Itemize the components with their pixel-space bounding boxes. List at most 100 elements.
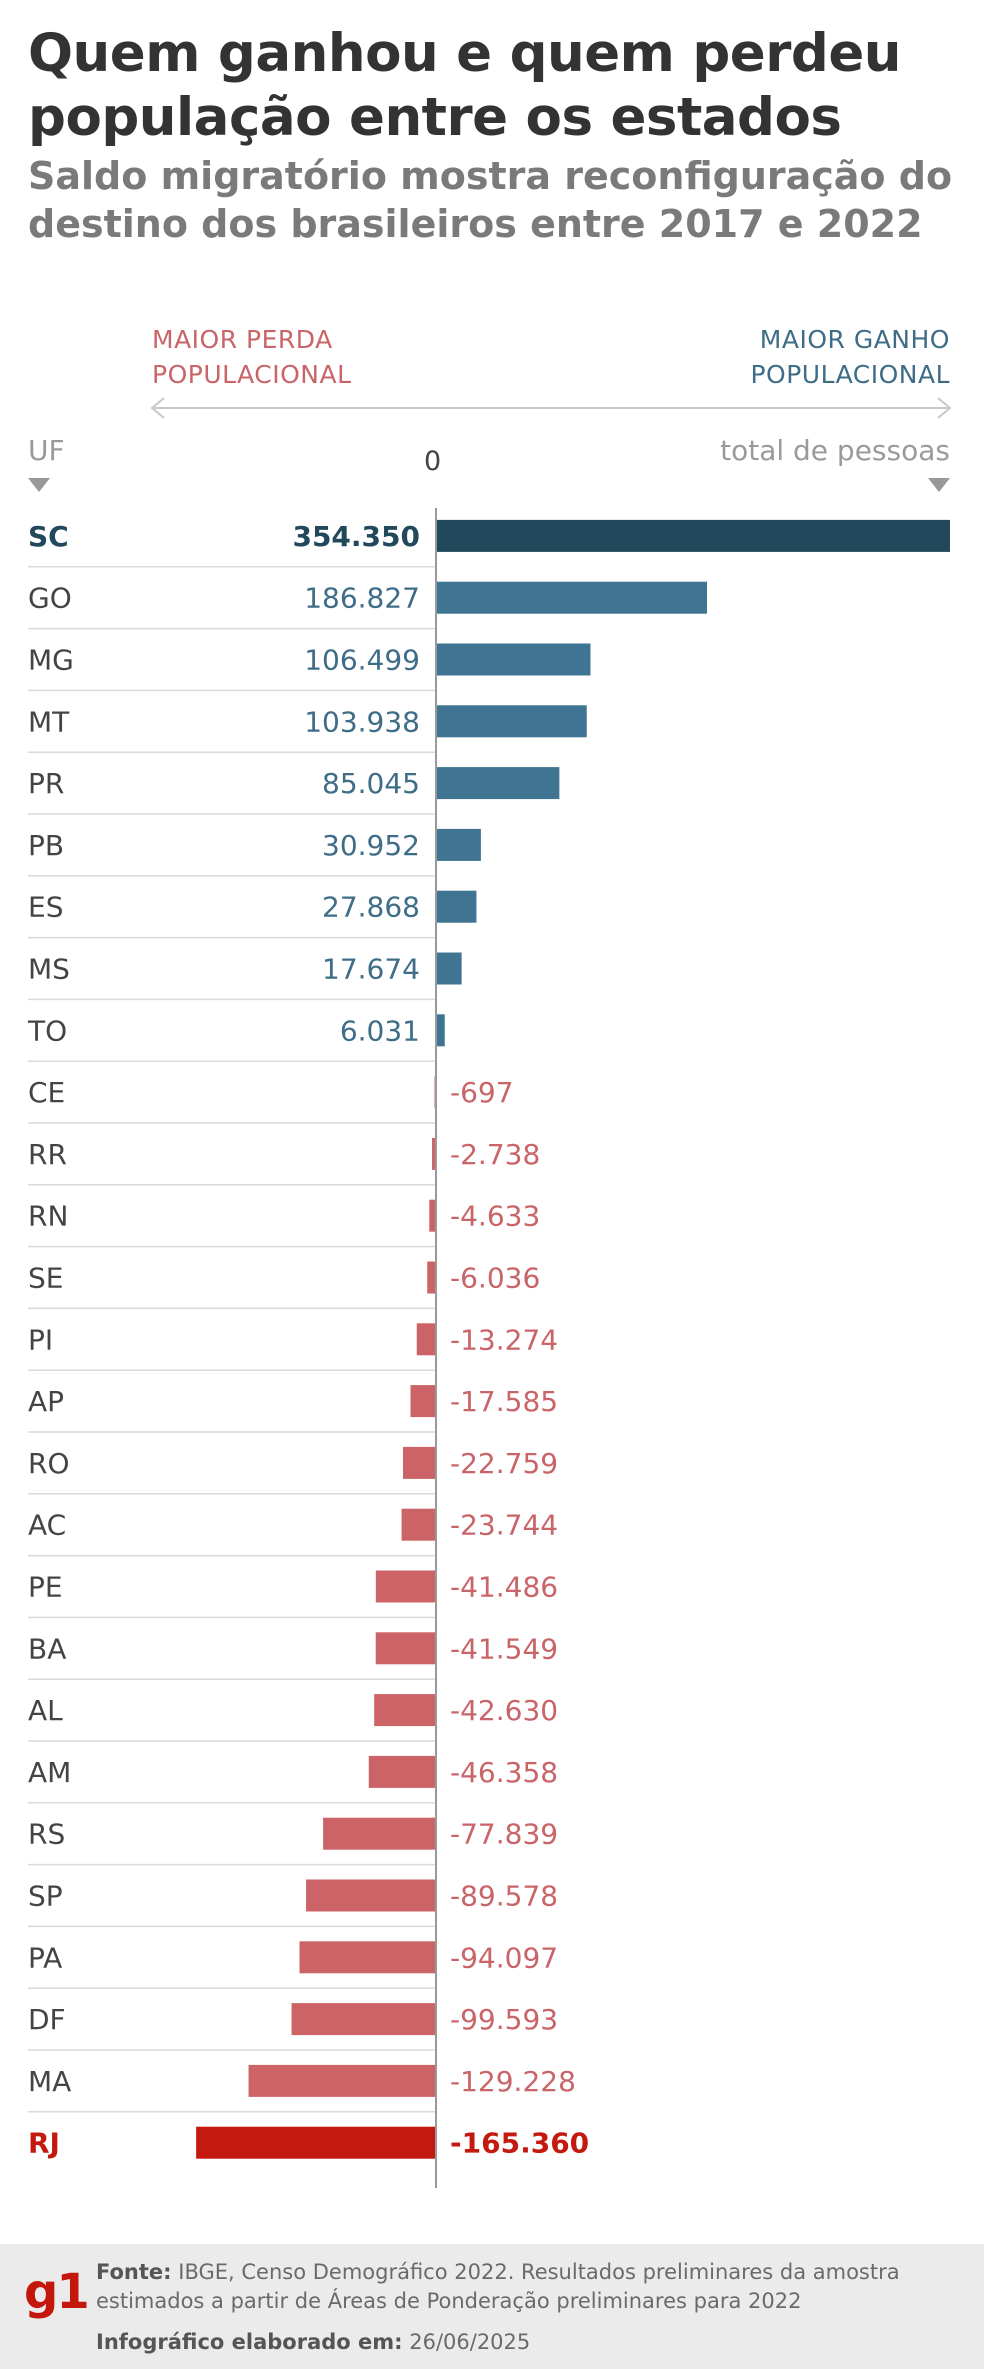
bar-pi bbox=[416, 1323, 436, 1356]
bar-sp bbox=[306, 1879, 436, 1912]
bar-mg bbox=[436, 643, 591, 676]
uf-label-rn: RN bbox=[28, 1200, 68, 1233]
uf-label-mt: MT bbox=[28, 705, 70, 738]
uf-label-es: ES bbox=[28, 891, 63, 924]
direction-arrow bbox=[150, 397, 952, 419]
bar-am bbox=[368, 1755, 436, 1788]
bar-rs bbox=[323, 1817, 436, 1850]
bar-ma bbox=[248, 2064, 436, 2097]
uf-label-ce: CE bbox=[28, 1076, 65, 1109]
footer: g1 Fonte: IBGE, Censo Demográfico 2022. … bbox=[0, 2244, 984, 2369]
uf-label-se: SE bbox=[28, 1262, 63, 1295]
bar-al bbox=[374, 1694, 436, 1727]
value-label-ro: -22.759 bbox=[450, 1447, 558, 1480]
uf-label-ms: MS bbox=[28, 953, 70, 986]
value-label-mt: 103.938 bbox=[304, 705, 420, 738]
value-label-al: -42.630 bbox=[450, 1694, 558, 1727]
made-date: 26/06/2025 bbox=[409, 2330, 531, 2354]
uf-down-triangle-icon bbox=[28, 478, 50, 492]
made-label: Infográfico elaborado em: bbox=[96, 2330, 403, 2354]
bar-sc bbox=[436, 519, 950, 552]
value-label-pb: 30.952 bbox=[322, 829, 420, 862]
value-label-es: 27.868 bbox=[322, 891, 420, 924]
direction-loss-line1: MAIOR PERDA bbox=[152, 325, 333, 354]
bar-pr bbox=[436, 767, 560, 800]
direction-gain-label: MAIOR GANHO POPULACIONAL bbox=[750, 322, 950, 392]
total-down-triangle-icon bbox=[928, 478, 950, 492]
bar-ms bbox=[436, 952, 462, 985]
value-label-go: 186.827 bbox=[304, 582, 420, 615]
value-label-df: -99.593 bbox=[450, 2003, 558, 2036]
bar-se bbox=[427, 1261, 436, 1294]
bar-rj bbox=[196, 2126, 436, 2159]
uf-label-ba: BA bbox=[28, 1632, 66, 1665]
uf-label-pi: PI bbox=[28, 1323, 53, 1356]
value-label-sp: -89.578 bbox=[450, 1880, 558, 1913]
uf-label-ro: RO bbox=[28, 1447, 70, 1480]
uf-label-pr: PR bbox=[28, 767, 64, 800]
direction-gain-line1: MAIOR GANHO bbox=[759, 325, 950, 354]
value-label-to: 6.031 bbox=[340, 1014, 420, 1047]
source-text: IBGE, Censo Demográfico 2022. Resultados… bbox=[96, 2260, 900, 2313]
uf-label-pe: PE bbox=[28, 1571, 63, 1604]
bar-rr bbox=[432, 1137, 436, 1170]
uf-label-al: AL bbox=[28, 1694, 63, 1727]
uf-label-am: AM bbox=[28, 1756, 71, 1789]
direction-loss-line2: POPULACIONAL bbox=[152, 360, 352, 389]
bar-pe bbox=[375, 1570, 436, 1603]
uf-label-rr: RR bbox=[28, 1138, 67, 1171]
value-label-pr: 85.045 bbox=[322, 767, 420, 800]
bar-chart: SC 354.350 GO 186.827 MG 106.499 MT 103.938 PR 85… bbox=[27, 397, 952, 2188]
uf-label-ap: AP bbox=[28, 1385, 64, 1418]
bar-ap bbox=[410, 1385, 436, 1418]
value-label-ac: -23.744 bbox=[450, 1509, 558, 1542]
value-label-ms: 17.674 bbox=[322, 953, 420, 986]
bar-pa bbox=[299, 1941, 436, 1974]
value-label-pe: -41.486 bbox=[450, 1571, 558, 1604]
bar-ro bbox=[402, 1446, 436, 1479]
uf-label-go: GO bbox=[28, 582, 72, 615]
bar-to bbox=[436, 1014, 445, 1047]
uf-label-df: DF bbox=[28, 2003, 66, 2036]
chart-title: Quem ganhou e quem perdeu população entr… bbox=[28, 23, 902, 148]
uf-label-ac: AC bbox=[28, 1509, 66, 1542]
value-label-rn: -4.633 bbox=[450, 1200, 540, 1233]
uf-label-sc: SC bbox=[28, 520, 69, 553]
bar-ac bbox=[401, 1508, 436, 1541]
uf-label-to: TO bbox=[27, 1014, 67, 1047]
bar-ba bbox=[375, 1632, 436, 1665]
uf-label-ma: MA bbox=[28, 2065, 71, 2098]
uf-label-rj: RJ bbox=[28, 2127, 60, 2160]
value-label-rr: -2.738 bbox=[450, 1138, 540, 1171]
direction-gain-line2: POPULACIONAL bbox=[750, 360, 950, 389]
uf-column-header: UF bbox=[28, 434, 65, 467]
source-note: Fonte: IBGE, Censo Demográfico 2022. Res… bbox=[96, 2258, 956, 2316]
total-column-header: total de pessoas bbox=[720, 434, 950, 467]
zero-axis-label: 0 bbox=[424, 446, 442, 477]
made-note: Infográfico elaborado em: 26/06/2025 bbox=[96, 2328, 530, 2357]
value-label-pi: -13.274 bbox=[450, 1323, 558, 1356]
value-label-ba: -41.549 bbox=[450, 1632, 558, 1665]
value-label-ce: -697 bbox=[450, 1076, 514, 1109]
bar-es bbox=[436, 890, 477, 923]
bar-df bbox=[291, 2003, 436, 2036]
source-label: Fonte: bbox=[96, 2260, 172, 2284]
value-label-am: -46.358 bbox=[450, 1756, 558, 1789]
value-label-pa: -94.097 bbox=[450, 1941, 558, 1974]
bar-rn bbox=[429, 1199, 436, 1232]
uf-label-sp: SP bbox=[28, 1880, 63, 1913]
chart-subtitle: Saldo migratório mostra reconfiguração d… bbox=[28, 154, 953, 246]
uf-label-rs: RS bbox=[28, 1818, 65, 1851]
value-label-ma: -129.228 bbox=[450, 2065, 576, 2098]
value-label-rj: -165.360 bbox=[450, 2127, 589, 2160]
bar-mt bbox=[436, 705, 587, 738]
value-label-se: -6.036 bbox=[450, 1262, 540, 1295]
bar-go bbox=[436, 581, 708, 614]
uf-label-pa: PA bbox=[28, 1941, 62, 1974]
value-label-sc: 354.350 bbox=[292, 520, 420, 553]
g1-logo: g1 bbox=[24, 2264, 90, 2320]
value-label-ap: -17.585 bbox=[450, 1385, 558, 1418]
bar-pb bbox=[436, 828, 481, 861]
uf-label-mg: MG bbox=[28, 644, 74, 677]
value-label-mg: 106.499 bbox=[304, 644, 420, 677]
